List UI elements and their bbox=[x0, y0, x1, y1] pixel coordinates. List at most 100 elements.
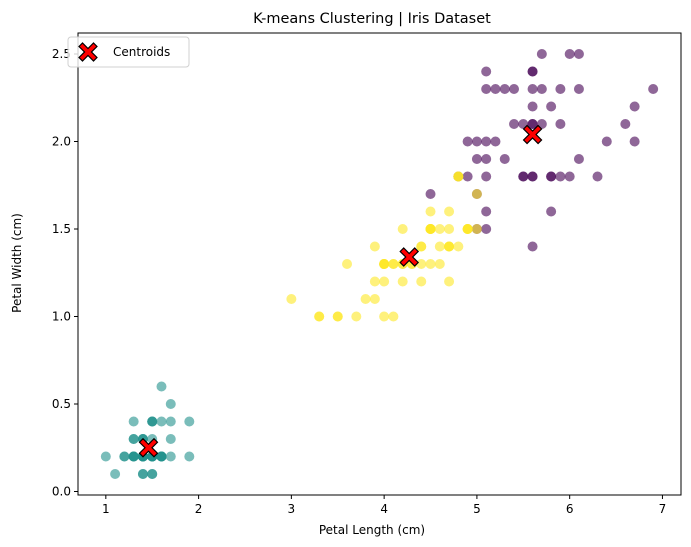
data-point-cluster0-21 bbox=[462, 136, 473, 147]
data-point-cluster1-16 bbox=[128, 416, 139, 427]
chart-title: K-means Clustering | Iris Dataset bbox=[253, 11, 491, 27]
centroid-markers bbox=[138, 124, 543, 458]
data-point-cluster2-17 bbox=[388, 311, 399, 322]
x-tick-label-3: 3 bbox=[288, 502, 296, 516]
data-point-cluster0-1 bbox=[481, 154, 492, 164]
data-point-cluster1-35 bbox=[119, 451, 130, 462]
data-point-cluster0-41 bbox=[536, 49, 547, 59]
data-point-cluster2-52 bbox=[425, 224, 436, 234]
data-point-cluster0-9 bbox=[573, 49, 584, 59]
data-point-cluster2-4 bbox=[434, 224, 445, 234]
data-point-cluster2-12 bbox=[379, 311, 390, 322]
data-point-cluster2-30 bbox=[360, 294, 371, 304]
y-axis-ticks: 0.0 0.5 1.0 1.5 2.0 2.5 bbox=[52, 47, 78, 499]
data-point-cluster2-27 bbox=[471, 189, 482, 199]
legend-box bbox=[67, 36, 190, 68]
data-point-cluster1-26 bbox=[156, 416, 167, 427]
x-axis-label: Petal Length (cm) bbox=[319, 523, 425, 537]
data-point-cluster0-31 bbox=[481, 224, 492, 234]
data-point-cluster2-33 bbox=[425, 206, 436, 217]
data-point-cluster0-2 bbox=[555, 119, 566, 129]
data-point-cluster0-6 bbox=[425, 189, 436, 199]
data-point-cluster2-32 bbox=[369, 276, 380, 287]
data-point-cluster2-51 bbox=[453, 171, 464, 182]
y-tick-label-0: 0.0 bbox=[52, 485, 71, 499]
data-point-cluster0-17 bbox=[629, 101, 640, 112]
data-point-cluster0-35 bbox=[518, 171, 529, 182]
data-point-cluster0-0 bbox=[564, 49, 575, 59]
legend-label-centroids: Centroids bbox=[113, 45, 170, 59]
data-point-cluster2-43 bbox=[397, 276, 408, 287]
centroid-marker-1 bbox=[138, 437, 159, 458]
data-point-cluster0-22 bbox=[629, 136, 640, 147]
x-axis-ticks: 1 2 3 4 5 6 7 bbox=[102, 495, 666, 516]
data-point-cluster0-18 bbox=[648, 84, 659, 94]
data-point-cluster0-42 bbox=[490, 84, 501, 94]
data-point-cluster1-23 bbox=[165, 399, 176, 409]
data-point-cluster0-32 bbox=[527, 241, 538, 252]
data-point-cluster1-43 bbox=[156, 381, 167, 392]
data-point-cluster1-20 bbox=[165, 451, 176, 462]
data-point-cluster0-28 bbox=[573, 154, 584, 164]
legend-centroid-marker bbox=[78, 42, 98, 62]
data-point-cluster0-30 bbox=[527, 101, 538, 112]
data-point-cluster1-37 bbox=[137, 469, 148, 479]
x-tick-label-7: 7 bbox=[659, 502, 667, 516]
legend: Centroids bbox=[67, 36, 190, 68]
data-point-cluster0-38 bbox=[527, 66, 538, 77]
data-point-cluster2-55 bbox=[471, 224, 482, 234]
data-point-cluster2-50 bbox=[462, 224, 473, 234]
data-point-cluster0-20 bbox=[536, 84, 547, 94]
data-point-cluster0-10 bbox=[481, 136, 492, 147]
data-point-cluster2-41 bbox=[314, 311, 325, 322]
data-point-cluster1-31 bbox=[147, 416, 158, 427]
data-point-cluster2-53 bbox=[379, 259, 390, 269]
data-point-cluster0-15 bbox=[499, 84, 510, 94]
data-point-cluster0-40 bbox=[555, 84, 566, 94]
data-point-cluster2-39 bbox=[434, 241, 445, 252]
data-point-cluster0-49 bbox=[527, 84, 538, 94]
data-point-cluster1-24 bbox=[184, 451, 195, 462]
y-tick-label-2.5: 2.5 bbox=[52, 47, 71, 61]
data-point-cluster1-46 bbox=[156, 451, 167, 462]
data-point-cluster0-29 bbox=[601, 136, 612, 147]
data-point-cluster2-47 bbox=[388, 259, 399, 269]
data-point-cluster2-14 bbox=[342, 259, 353, 269]
data-point-cluster1-13 bbox=[110, 469, 121, 479]
y-tick-label-1.5: 1.5 bbox=[52, 222, 71, 236]
data-point-cluster2-19 bbox=[369, 294, 380, 304]
centroid-marker-0 bbox=[522, 124, 543, 145]
data-point-cluster2-23 bbox=[444, 276, 455, 287]
data-point-cluster2-31 bbox=[351, 311, 362, 322]
axes-frame bbox=[77, 32, 682, 496]
data-point-cluster1-44 bbox=[184, 416, 195, 427]
data-point-cluster0-14 bbox=[481, 66, 492, 77]
data-point-cluster2-40 bbox=[379, 276, 390, 287]
centroid-marker-2 bbox=[399, 247, 420, 267]
data-point-cluster1-32 bbox=[147, 469, 158, 479]
x-tick-label-2: 2 bbox=[195, 502, 203, 516]
data-point-cluster1-18 bbox=[165, 434, 176, 444]
x-tick-label-4: 4 bbox=[380, 502, 388, 516]
data-point-cluster0-27 bbox=[546, 206, 557, 217]
data-point-cluster2-8 bbox=[434, 259, 445, 269]
data-point-cluster0-43 bbox=[471, 154, 482, 164]
data-point-cluster0-25 bbox=[564, 171, 575, 182]
data-point-cluster1-5 bbox=[165, 416, 176, 427]
data-point-cluster0-23 bbox=[462, 171, 473, 182]
data-point-cluster0-13 bbox=[471, 136, 482, 147]
data-point-cluster0-52 bbox=[527, 171, 538, 182]
data-point-cluster2-29 bbox=[332, 311, 343, 322]
y-axis-label: Petal Width (cm) bbox=[10, 213, 24, 313]
data-point-cluster0-33 bbox=[573, 84, 584, 94]
data-point-cluster0-44 bbox=[490, 136, 501, 147]
data-point-cluster0-46 bbox=[481, 171, 492, 182]
data-point-cluster0-39 bbox=[481, 84, 492, 94]
data-point-cluster2-38 bbox=[416, 276, 427, 287]
y-tick-label-2: 2.0 bbox=[52, 135, 71, 149]
data-point-cluster0-11 bbox=[499, 154, 510, 164]
data-point-cluster2-34 bbox=[444, 224, 455, 234]
data-point-cluster2-6 bbox=[444, 206, 455, 217]
data-point-cluster0-5 bbox=[620, 119, 631, 129]
data-point-cluster0-7 bbox=[592, 171, 603, 182]
